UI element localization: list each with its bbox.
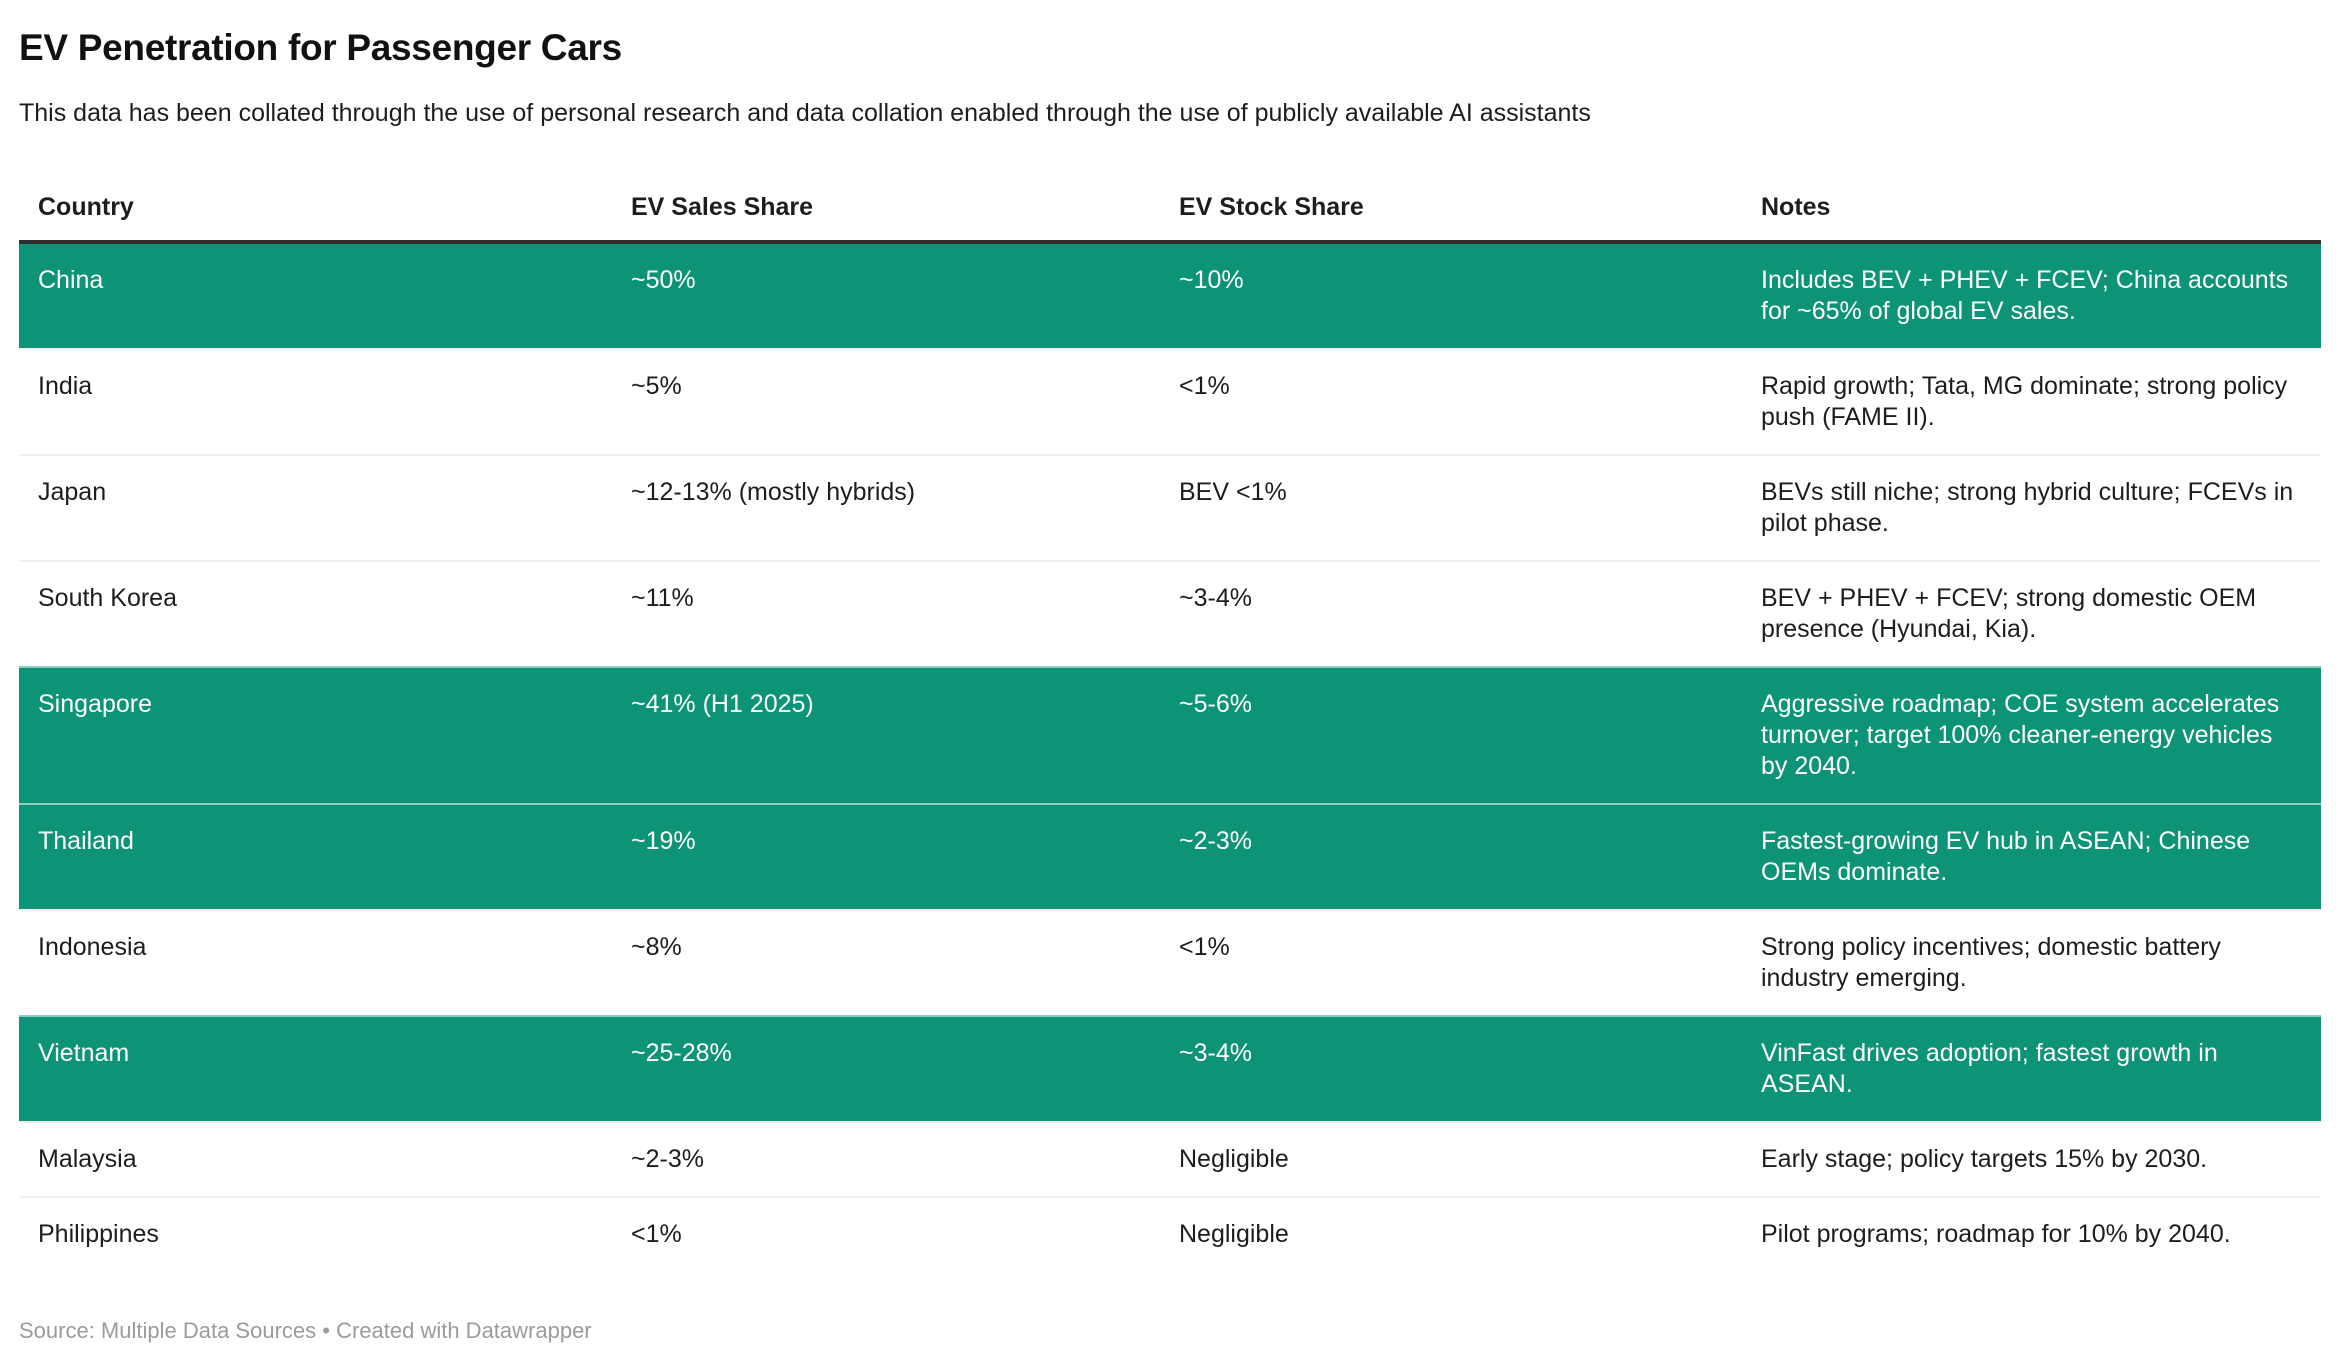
column-header-stock-share: EV Stock Share xyxy=(1179,192,1364,221)
cell-country: Philippines xyxy=(38,1219,159,1248)
cell-stock-share: ~5-6% xyxy=(1179,689,1252,718)
cell-sales-share: ~8% xyxy=(631,932,682,961)
cell-stock-share: Negligible xyxy=(1179,1144,1289,1173)
table-row-philippines: Philippines <1% Negligible Pilot program… xyxy=(19,1195,2321,1271)
cell-stock-share: BEV <1% xyxy=(1179,477,1287,506)
cell-sales-share: <1% xyxy=(631,1219,682,1248)
cell-stock-share: ~10% xyxy=(1179,265,1244,294)
cell-stock-share: ~3-4% xyxy=(1179,1038,1252,1067)
cell-country: China xyxy=(38,265,104,294)
table-row-china: China ~50% ~10% Includes BEV + PHEV + FC… xyxy=(19,243,2321,348)
cell-sales-share: ~19% xyxy=(631,826,696,855)
cell-sales-share: ~41% (H1 2025) xyxy=(631,689,814,718)
table-row-malaysia: Malaysia ~2-3% Negligible Early stage; p… xyxy=(19,1120,2321,1196)
source-attribution: Source: Multiple Data Sources • Created … xyxy=(19,1317,592,1343)
cell-country: Japan xyxy=(38,477,107,506)
table-row-indonesia: Indonesia ~8% <1% Strong policy incentiv… xyxy=(19,908,2321,1015)
column-header-country: Country xyxy=(38,192,134,221)
cell-notes: Early stage; policy targets 15% by 2030. xyxy=(1761,1144,2208,1173)
table-row-india: India ~5% <1% Rapid growth; Tata, MG dom… xyxy=(19,347,2321,454)
page-subtitle: This data has been collated through the … xyxy=(19,99,1591,128)
cell-notes: VinFast drives adoption; fastest growth … xyxy=(1761,1038,2218,1098)
cell-sales-share: ~50% xyxy=(631,265,696,294)
cell-notes: BEVs still niche; strong hybrid culture;… xyxy=(1761,477,2294,537)
cell-notes: Includes BEV + PHEV + FCEV; China accoun… xyxy=(1761,265,2289,325)
cell-sales-share: ~11% xyxy=(631,583,694,612)
cell-notes: Fastest-growing EV hub in ASEAN; Chinese… xyxy=(1761,826,2251,886)
cell-country: Indonesia xyxy=(38,932,147,961)
cell-country: India xyxy=(38,371,93,400)
table-row-south-korea: South Korea ~11% ~3-4% BEV + PHEV + FCEV… xyxy=(19,559,2321,666)
cell-country: Malaysia xyxy=(38,1144,137,1173)
cell-stock-share: Negligible xyxy=(1179,1219,1289,1248)
cell-country: Singapore xyxy=(38,689,152,718)
cell-country: Thailand xyxy=(38,826,134,855)
cell-notes: BEV + PHEV + FCEV; strong domestic OEM p… xyxy=(1761,583,2257,643)
cell-stock-share: ~3-4% xyxy=(1179,583,1252,612)
cell-stock-share: <1% xyxy=(1179,371,1230,400)
cell-country: Vietnam xyxy=(38,1038,130,1067)
cell-notes: Aggressive roadmap; COE system accelerat… xyxy=(1761,689,2280,780)
cell-sales-share: ~25-28% xyxy=(631,1038,732,1067)
table-row-japan: Japan ~12-13% (mostly hybrids) BEV <1% B… xyxy=(19,453,2321,560)
cell-notes: Pilot programs; roadmap for 10% by 2040. xyxy=(1761,1219,2231,1248)
cell-country: South Korea xyxy=(38,583,177,612)
cell-notes: Strong policy incentives; domestic batte… xyxy=(1761,932,2221,992)
page-title: EV Penetration for Passenger Cars xyxy=(19,27,622,68)
cell-notes: Rapid growth; Tata, MG dominate; strong … xyxy=(1761,371,2288,431)
cell-stock-share: <1% xyxy=(1179,932,1230,961)
cell-sales-share: ~2-3% xyxy=(631,1144,704,1173)
table-row-thailand: Thailand ~19% ~2-3% Fastest-growing EV h… xyxy=(19,802,2321,909)
cell-stock-share: ~2-3% xyxy=(1179,826,1252,855)
ev-penetration-table: Country EV Sales Share EV Stock Share No… xyxy=(19,172,2321,1271)
table-header-row: Country EV Sales Share EV Stock Share No… xyxy=(19,172,2321,244)
column-header-sales-share: EV Sales Share xyxy=(631,192,814,221)
table-row-singapore: Singapore ~41% (H1 2025) ~5-6% Aggressiv… xyxy=(19,665,2321,803)
table-body: China ~50% ~10% Includes BEV + PHEV + FC… xyxy=(19,243,2321,1271)
table-row-vietnam: Vietnam ~25-28% ~3-4% VinFast drives ado… xyxy=(19,1014,2321,1121)
column-header-notes: Notes xyxy=(1761,192,1831,221)
cell-sales-share: ~12-13% (mostly hybrids) xyxy=(631,477,916,506)
cell-sales-share: ~5% xyxy=(631,371,682,400)
